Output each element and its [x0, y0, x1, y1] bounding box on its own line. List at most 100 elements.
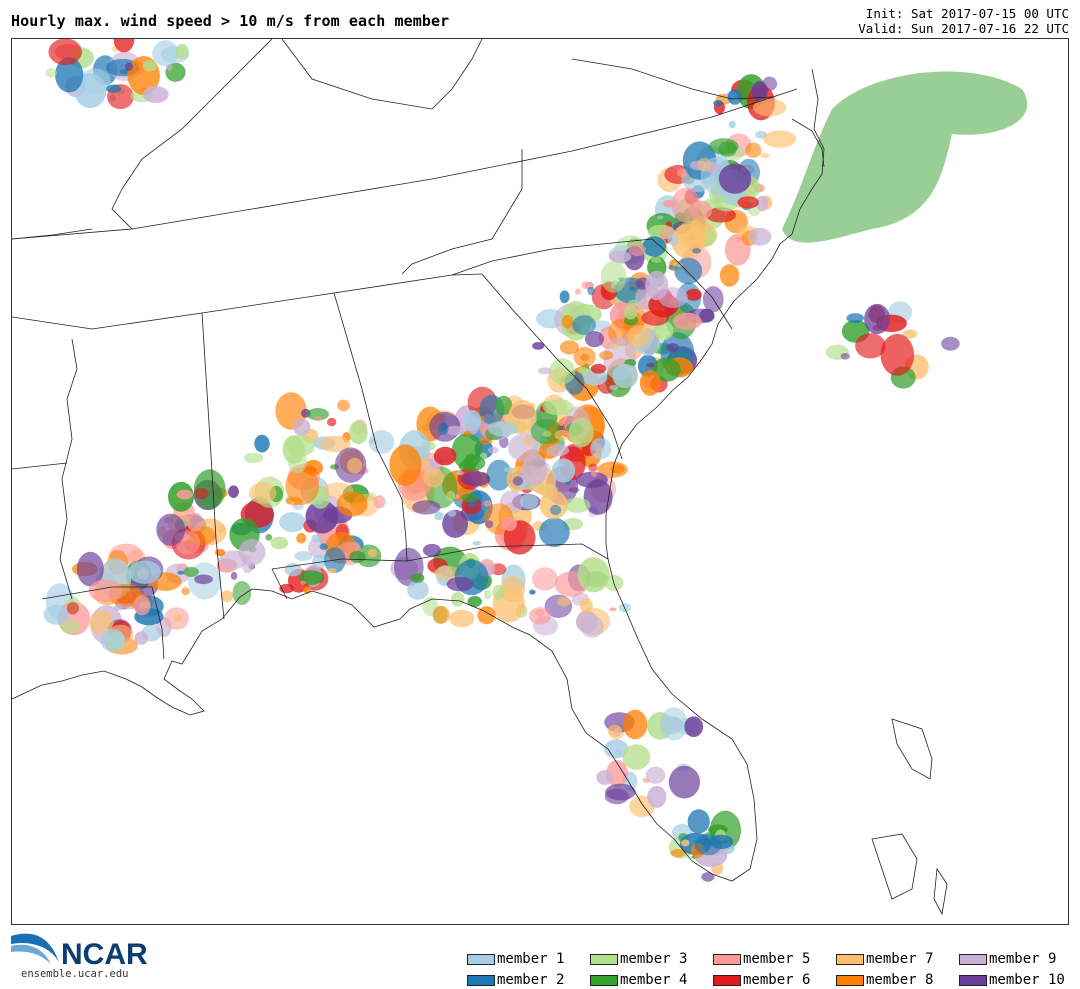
wind-swath [133, 595, 151, 616]
wind-swath [727, 89, 743, 105]
wind-swath [300, 580, 307, 585]
bahamas-andros [891, 718, 933, 780]
wind-swath [752, 98, 787, 117]
wind-swath [175, 43, 189, 59]
legend-swatch [713, 974, 741, 986]
wind-swath [446, 577, 474, 592]
wind-swath [612, 364, 639, 389]
wind-swath [43, 604, 70, 625]
wind-swath [449, 609, 475, 628]
run-times: Init: Sat 2017-07-15 00 UTC Valid: Sun 2… [858, 6, 1069, 36]
wind-swath [142, 59, 157, 72]
wind-swath [410, 573, 425, 583]
wind-swath [685, 288, 702, 301]
wind-swath [615, 749, 622, 756]
legend-label: member 9 [989, 951, 1057, 967]
wind-swath [581, 281, 588, 290]
wind-swath [483, 589, 492, 600]
wind-swath [681, 839, 690, 847]
wind-swath [573, 346, 596, 368]
wind-swath [412, 500, 441, 515]
wind-swath [232, 581, 252, 605]
wind-swath [177, 570, 185, 575]
map-title: Hourly max. wind speed > 10 m/s from eac… [11, 12, 450, 30]
wind-swath [522, 437, 531, 446]
legend-label: member 4 [620, 972, 688, 988]
wind-swath [74, 73, 107, 109]
wind-swath [591, 471, 597, 477]
wind-swath [902, 329, 918, 339]
wind-swath [520, 493, 539, 510]
legend-item-member-2: member 2 [467, 971, 564, 989]
wind-swath [763, 130, 797, 148]
wind-swath [461, 493, 479, 503]
wind-swath [576, 610, 598, 633]
wind-swath [579, 598, 593, 613]
wind-swath [557, 596, 571, 607]
wind-swath [368, 430, 395, 454]
wind-swath [483, 500, 492, 507]
wind-swath [618, 603, 632, 613]
logo-url: ensemble.ucar.edu [21, 968, 129, 980]
wind-swath [563, 497, 591, 513]
wind-swath [166, 63, 173, 71]
wind-swath [701, 872, 715, 882]
wind-swath [194, 574, 213, 585]
wind-swath [574, 288, 581, 295]
wind-swath [446, 490, 456, 502]
boundary-ms-al [201, 312, 225, 620]
wind-swath [319, 543, 328, 550]
wind-swath [215, 549, 226, 557]
wind-swath [559, 290, 570, 304]
wind-swath [463, 431, 471, 436]
wind-swath [535, 609, 545, 617]
wind-swath [499, 576, 526, 603]
wind-swath [265, 534, 273, 541]
member-legend: member 1 member 2 member 3 member 4 member 5… [467, 950, 1067, 988]
wind-swath [442, 509, 468, 538]
wind-swath [609, 607, 617, 612]
wind-swath [529, 589, 536, 595]
wind-swath [608, 250, 632, 263]
wind-swath [672, 312, 702, 331]
wind-swath [60, 619, 81, 634]
wind-swath [587, 286, 595, 296]
wind-swath [217, 525, 226, 533]
wind-swath [542, 398, 574, 416]
wind-swath [607, 724, 623, 737]
wind-swath [422, 543, 442, 557]
wind-swath [88, 579, 123, 603]
wind-swath [599, 350, 614, 360]
wind-swath [666, 343, 679, 352]
boundary-va-tn [401, 149, 523, 275]
wind-swath [48, 39, 82, 66]
wind-swath [314, 416, 323, 422]
wind-swath [463, 410, 482, 431]
wind-swath [782, 71, 1028, 243]
legend-swatch [959, 953, 987, 965]
wind-swath [327, 568, 337, 574]
wind-swath [668, 765, 701, 799]
wind-swath [349, 551, 366, 563]
legend-item-member-9: member 9 [959, 950, 1056, 968]
legend-swatch [590, 953, 618, 965]
wind-swath [487, 420, 518, 437]
wind-swath [89, 610, 114, 635]
wind-swath [578, 367, 589, 375]
boundary-va-md [571, 58, 773, 100]
wind-swath [287, 449, 308, 473]
legend-swatch [467, 953, 495, 965]
wind-swath [485, 520, 494, 528]
wind-swath [651, 257, 662, 264]
wind-swath [467, 596, 482, 607]
init-time: Init: Sat 2017-07-15 00 UTC [865, 6, 1069, 21]
legend-item-member-8: member 8 [836, 971, 933, 989]
wind-swath [125, 62, 133, 71]
boundary-al-fl [271, 568, 288, 600]
wind-swath [716, 195, 726, 203]
wind-swath [658, 287, 688, 308]
wind-swath [460, 471, 491, 487]
wind-swath [550, 504, 562, 516]
wind-swath [597, 461, 628, 478]
wind-swath [737, 196, 759, 209]
